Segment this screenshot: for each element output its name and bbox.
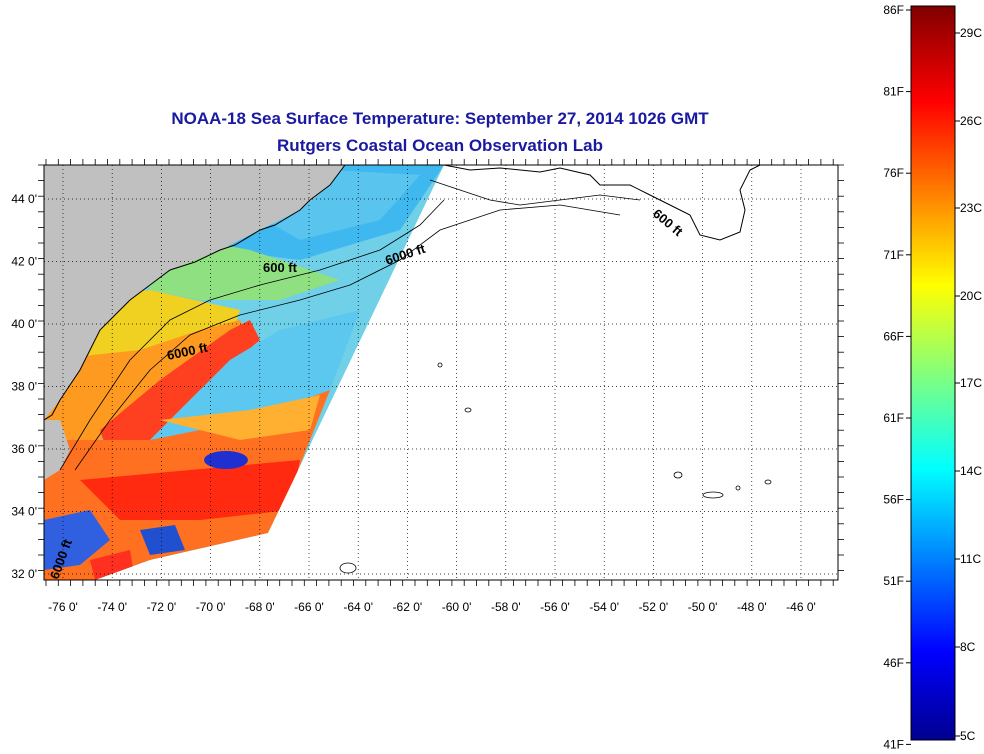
colorbar-c-label: 11C bbox=[960, 552, 981, 566]
lon-tick-label: -60 0' bbox=[442, 600, 472, 614]
lat-tick-label: 34 0' bbox=[11, 505, 37, 519]
colorbar-f-label: 76F bbox=[883, 166, 904, 180]
lon-tick-label: -74 0' bbox=[97, 600, 127, 614]
chart-subtitle: Rutgers Coastal Ocean Observation Lab bbox=[277, 136, 603, 155]
colorbar-c-label: 29C bbox=[960, 26, 982, 40]
lat-tick-label: 32 0' bbox=[11, 567, 37, 581]
lat-tick-label: 40 0' bbox=[11, 317, 37, 331]
colorbar-c-label: 23C bbox=[960, 201, 982, 215]
lon-tick-label: -72 0' bbox=[147, 600, 177, 614]
colorbar-c-label: 20C bbox=[960, 289, 982, 303]
lon-tick-label: -66 0' bbox=[294, 600, 324, 614]
colorbar-f-label: 66F bbox=[883, 329, 904, 343]
lon-tick-label: -54 0' bbox=[589, 600, 619, 614]
lat-tick-label: 42 0' bbox=[11, 255, 37, 269]
colorbar-f-label: 86F bbox=[883, 3, 904, 17]
lon-tick-label: -46 0' bbox=[786, 600, 816, 614]
colorbar-c-label: 14C bbox=[960, 464, 982, 478]
lat-tick-label: 36 0' bbox=[11, 442, 37, 456]
map-grid bbox=[38, 159, 844, 586]
land-mass bbox=[44, 165, 345, 420]
colorbar-c-label: 26C bbox=[960, 114, 982, 128]
colorbar-f-label: 51F bbox=[883, 574, 904, 588]
lon-tick-label: -68 0' bbox=[245, 600, 275, 614]
colorbar-c-label: 17C bbox=[960, 376, 982, 390]
colorbar-f-label: 56F bbox=[883, 493, 904, 507]
colorbar-c-label: 5C bbox=[960, 729, 976, 743]
colorbar bbox=[910, 5, 956, 741]
lon-tick-label: -48 0' bbox=[737, 600, 767, 614]
sst-swath bbox=[44, 165, 772, 580]
contour-label-600ft: 600 ft bbox=[263, 260, 298, 275]
colorbar-f-label: 61F bbox=[883, 411, 904, 425]
lon-tick-label: -76 0' bbox=[48, 600, 78, 614]
chart-title: NOAA-18 Sea Surface Temperature: Septemb… bbox=[171, 109, 709, 128]
lon-tick-label: -70 0' bbox=[196, 600, 226, 614]
colorbar-f-label: 71F bbox=[883, 248, 904, 262]
lon-tick-label: -58 0' bbox=[491, 600, 521, 614]
lon-tick-label: -64 0' bbox=[343, 600, 373, 614]
lat-tick-label: 38 0' bbox=[11, 380, 37, 394]
colorbar-c-label: 8C bbox=[960, 640, 976, 654]
lon-tick-label: -52 0' bbox=[639, 600, 669, 614]
lon-tick-label: -62 0' bbox=[393, 600, 423, 614]
colorbar-f-label: 81F bbox=[883, 85, 904, 99]
colorbar-f-label: 41F bbox=[883, 737, 904, 751]
lon-tick-label: -50 0' bbox=[688, 600, 718, 614]
lon-tick-label: -56 0' bbox=[540, 600, 570, 614]
map-frame bbox=[43, 164, 839, 581]
lat-tick-label: 44 0' bbox=[11, 192, 37, 206]
colorbar-f-label: 46F bbox=[883, 656, 904, 670]
